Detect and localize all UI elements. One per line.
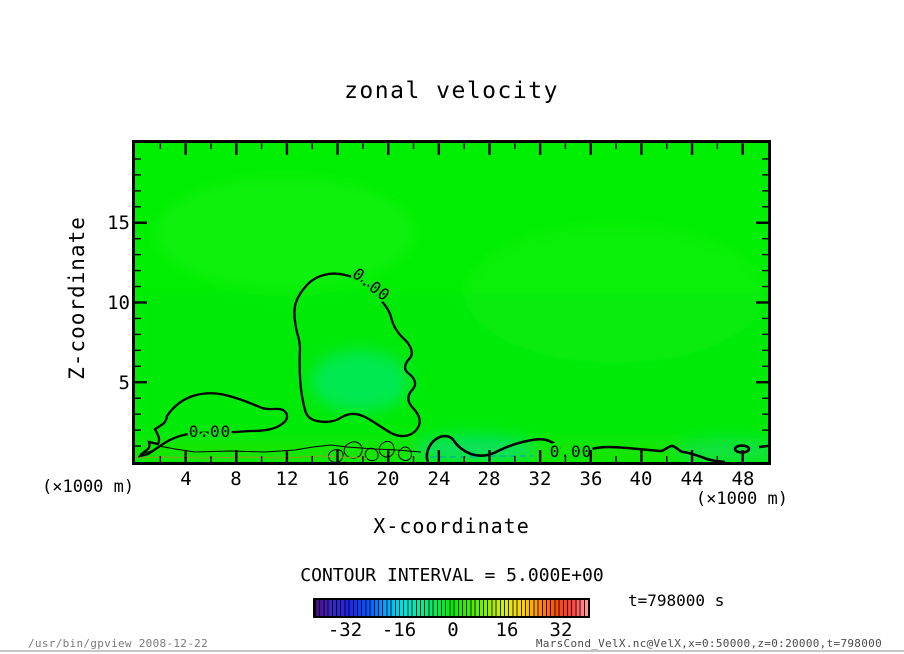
field-shading bbox=[135, 178, 768, 462]
y-axis-unit: (×1000 m) bbox=[42, 477, 135, 497]
contour-label-lower-left: 0.00 bbox=[189, 422, 232, 441]
colorbar-tick-32: 32 bbox=[549, 619, 573, 641]
colorbar-tick--32: -32 bbox=[327, 619, 363, 641]
contour-plot-canvas: 0.00 0.00 0.00 bbox=[135, 143, 768, 462]
contour-interval-label: CONTOUR INTERVAL = 5.000E+00 bbox=[300, 565, 604, 586]
time-label: t=798000 s bbox=[628, 591, 725, 610]
x-tick-label-4: 4 bbox=[180, 468, 192, 490]
x-tick-label-36: 36 bbox=[579, 468, 603, 490]
plot-frame: 0.00 0.00 0.00 bbox=[132, 140, 771, 465]
x-tick-label-24: 24 bbox=[427, 468, 451, 490]
x-tick-label-32: 32 bbox=[528, 468, 552, 490]
x-tick-label-44: 44 bbox=[680, 468, 704, 490]
axis-ticks bbox=[135, 143, 768, 462]
colorbar-tick-16: 16 bbox=[495, 619, 519, 641]
footer-program-date: /usr/bin/gpview 2008-12-22 bbox=[28, 637, 208, 650]
x-tick-label-12: 12 bbox=[275, 468, 299, 490]
dashed-negative-contour bbox=[430, 455, 533, 458]
y-tick-label-10: 10 bbox=[107, 292, 130, 314]
x-tick-label-8: 8 bbox=[230, 468, 242, 490]
colorbar-tick-0: 0 bbox=[447, 619, 459, 641]
x-tick-label-16: 16 bbox=[326, 468, 350, 490]
x-tick-label-28: 28 bbox=[477, 468, 501, 490]
x-axis-unit: (×1000 m) bbox=[695, 489, 788, 509]
colorbar-tick--16: -16 bbox=[381, 619, 417, 641]
x-axis-label: X-coordinate bbox=[373, 514, 530, 538]
y-tick-label-5: 5 bbox=[118, 372, 130, 394]
colorbar bbox=[313, 598, 590, 618]
contour-label-lower-right: 0.00 bbox=[550, 442, 593, 461]
bottom-divider bbox=[0, 650, 904, 652]
y-tick-label-15: 15 bbox=[107, 212, 130, 234]
plot-title: zonal velocity bbox=[344, 78, 559, 104]
footer-dataset-info: MarsCond_VelX.nc@VelX,x=0:50000,z=0:2000… bbox=[535, 637, 882, 650]
y-axis-label: Z-coordinate bbox=[65, 216, 89, 380]
x-tick-label-48: 48 bbox=[731, 468, 755, 490]
x-tick-label-40: 40 bbox=[629, 468, 653, 490]
x-tick-label-20: 20 bbox=[376, 468, 400, 490]
